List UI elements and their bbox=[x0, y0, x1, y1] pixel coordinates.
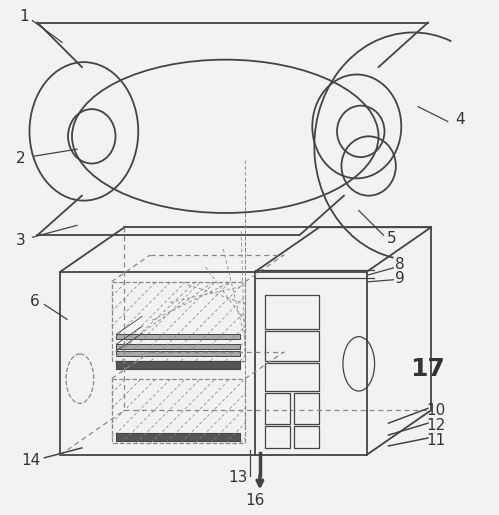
Text: 12: 12 bbox=[426, 418, 446, 433]
Bar bbox=[112, 282, 245, 361]
Bar bbox=[116, 361, 240, 369]
Text: 5: 5 bbox=[387, 231, 396, 246]
Text: 4: 4 bbox=[455, 112, 465, 127]
Text: 16: 16 bbox=[245, 493, 264, 508]
Text: 10: 10 bbox=[426, 403, 446, 418]
Bar bbox=[116, 344, 240, 349]
Text: 17: 17 bbox=[411, 357, 446, 381]
Text: 3: 3 bbox=[15, 233, 25, 248]
Text: 2: 2 bbox=[16, 150, 25, 166]
Text: 13: 13 bbox=[229, 470, 248, 485]
Text: 9: 9 bbox=[395, 271, 405, 286]
Bar bbox=[265, 426, 289, 448]
Bar bbox=[294, 426, 319, 448]
Text: 8: 8 bbox=[396, 258, 405, 272]
Bar bbox=[116, 433, 240, 441]
Bar bbox=[112, 379, 245, 443]
Text: 6: 6 bbox=[29, 294, 39, 309]
Bar bbox=[60, 272, 367, 455]
Text: 11: 11 bbox=[426, 434, 446, 449]
Bar bbox=[116, 334, 240, 339]
Bar bbox=[116, 351, 240, 356]
Text: 1: 1 bbox=[20, 9, 29, 24]
Text: 14: 14 bbox=[21, 453, 40, 468]
Bar bbox=[265, 392, 289, 424]
Bar bbox=[265, 331, 319, 361]
Bar bbox=[265, 363, 319, 390]
Bar bbox=[265, 295, 319, 329]
Bar bbox=[294, 392, 319, 424]
